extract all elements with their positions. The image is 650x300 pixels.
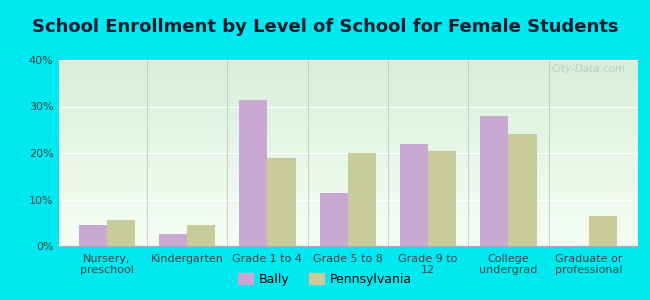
- Bar: [480, 116, 508, 246]
- Bar: [508, 134, 536, 246]
- Bar: [239, 100, 267, 246]
- Text: City-Data.com: City-Data.com: [551, 64, 625, 74]
- Bar: [589, 216, 617, 246]
- Text: School Enrollment by Level of School for Female Students: School Enrollment by Level of School for…: [32, 18, 618, 36]
- Bar: [267, 158, 296, 246]
- Bar: [400, 144, 428, 246]
- Legend: Bally, Pennsylvania: Bally, Pennsylvania: [233, 268, 417, 291]
- Bar: [320, 193, 348, 246]
- Bar: [79, 225, 107, 246]
- Bar: [428, 151, 456, 246]
- Bar: [348, 153, 376, 246]
- Bar: [159, 234, 187, 246]
- Bar: [187, 225, 215, 246]
- Bar: [107, 220, 135, 246]
